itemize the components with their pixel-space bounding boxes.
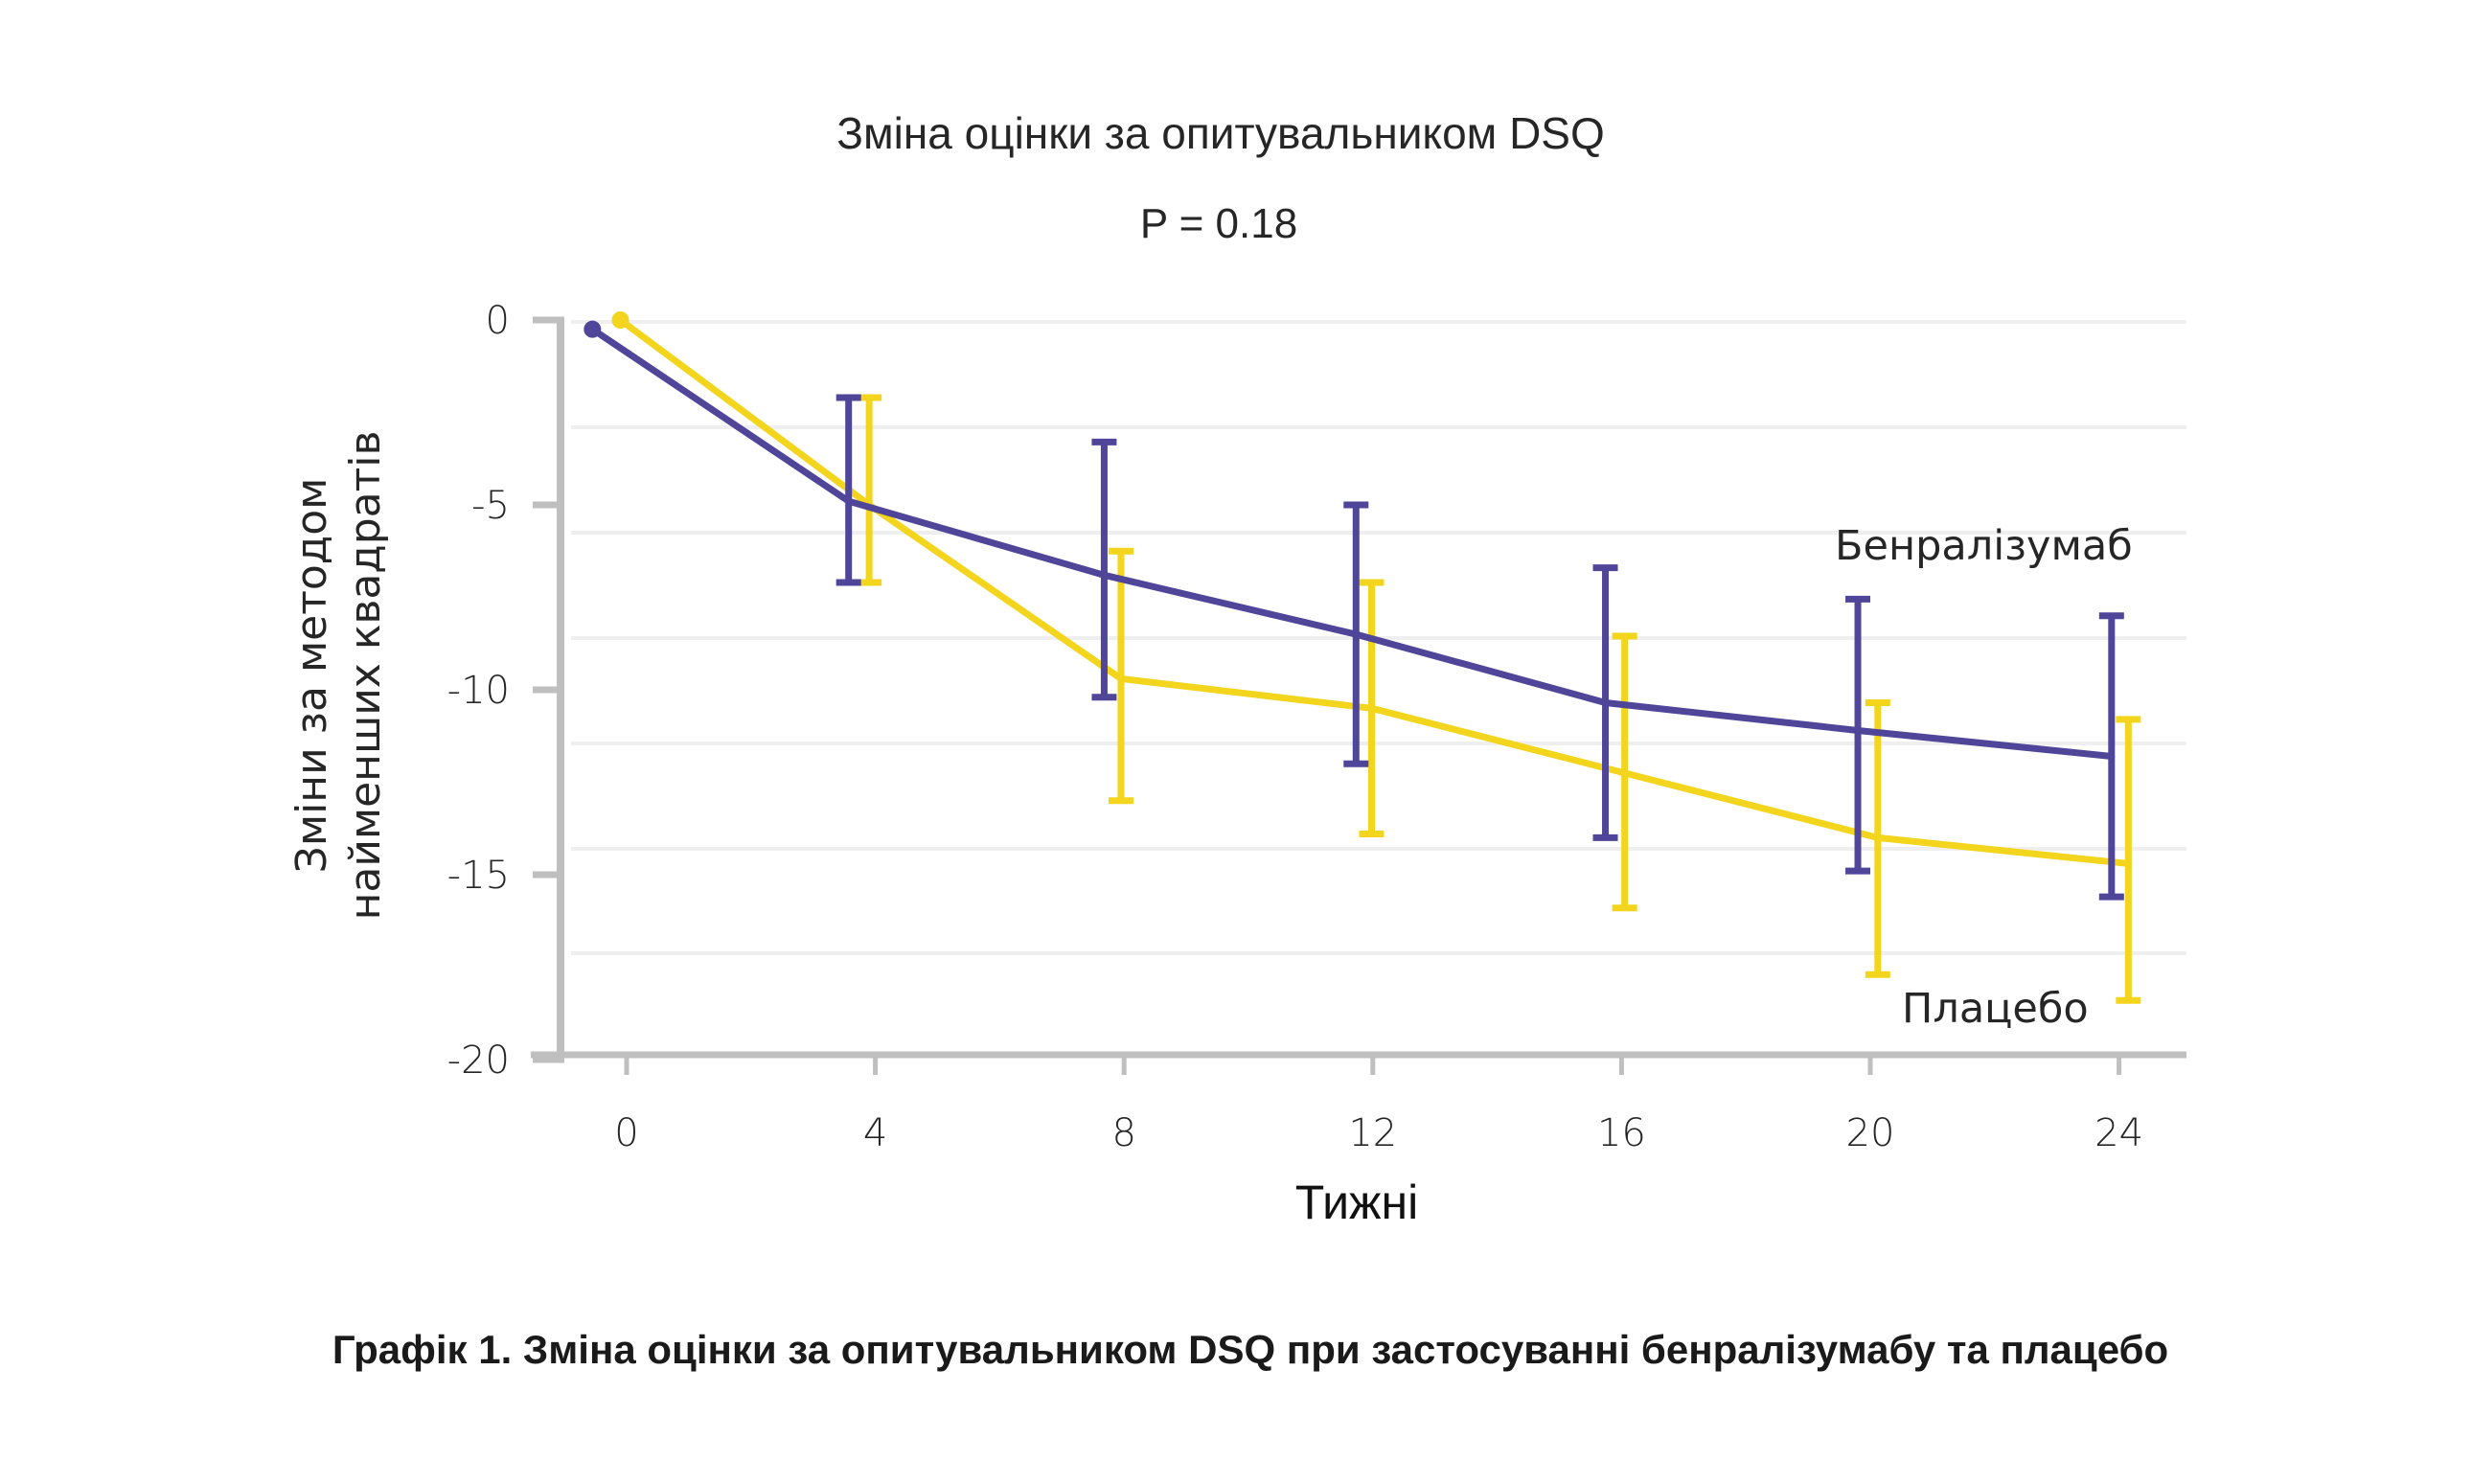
series-benralizumab <box>584 320 2124 901</box>
y-axis-title-line-2: найменших квадратів <box>341 431 390 921</box>
y-ticks: 0 -5 -10 -15 -20 <box>447 299 564 1083</box>
gridlines <box>571 320 2186 955</box>
legend-label-placebo: Плацебо <box>1902 985 2089 1033</box>
x-tick-label: 12 <box>1348 1111 1397 1155</box>
y-tick-label: -20 <box>447 1039 510 1083</box>
x-tick-label: 20 <box>1846 1111 1895 1155</box>
p-value: P = 0.18 <box>1140 200 1297 247</box>
x-tick-label: 16 <box>1597 1111 1646 1155</box>
data-point <box>1602 699 1610 707</box>
y-tick-label: -15 <box>447 854 510 898</box>
data-point <box>1117 674 1125 682</box>
x-tick-label: 0 <box>614 1111 638 1155</box>
series-layer <box>584 311 2141 1004</box>
x-ticks: 0 4 8 12 16 20 24 <box>614 1055 2143 1155</box>
y-axis-title-line-1: Зміни за методом <box>287 478 336 874</box>
start-point-marker <box>611 311 629 329</box>
data-point <box>1100 571 1108 579</box>
x-tick-label: 4 <box>863 1111 887 1155</box>
y-tick-label: 0 <box>486 299 510 343</box>
x-axis-title: Тижні <box>1295 1176 1418 1229</box>
data-point <box>1854 726 1862 734</box>
y-axis-title: Зміни за методом найменших квадратів <box>287 431 390 921</box>
data-point <box>1368 704 1376 712</box>
legend-label-benralizumab: Бенралізумаб <box>1835 522 2133 570</box>
chart-title: Зміна оцінки за опитувальником DSQ <box>836 108 1605 158</box>
figure-caption: Графік 1. Зміна оцінки за опитувальником… <box>332 1327 2168 1372</box>
data-point <box>2108 752 2116 760</box>
y-tick-label: -10 <box>447 669 510 713</box>
data-point <box>1874 833 1882 841</box>
y-tick-label: -5 <box>471 484 510 528</box>
x-tick-label: 8 <box>1111 1111 1135 1155</box>
data-point <box>845 497 853 505</box>
data-point <box>1621 769 1629 777</box>
start-point-marker <box>584 320 602 338</box>
x-tick-label: 24 <box>2094 1111 2143 1155</box>
data-point <box>2124 859 2132 867</box>
data-point <box>1352 630 1360 638</box>
series-placebo <box>611 311 2141 1004</box>
